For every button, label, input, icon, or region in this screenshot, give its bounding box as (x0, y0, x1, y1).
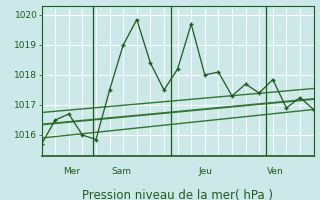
Text: Pression niveau de la mer( hPa ): Pression niveau de la mer( hPa ) (82, 189, 273, 200)
Text: Jeu: Jeu (198, 166, 212, 176)
Text: Sam: Sam (111, 166, 131, 176)
Text: Mer: Mer (63, 166, 81, 176)
Text: Ven: Ven (268, 166, 284, 176)
